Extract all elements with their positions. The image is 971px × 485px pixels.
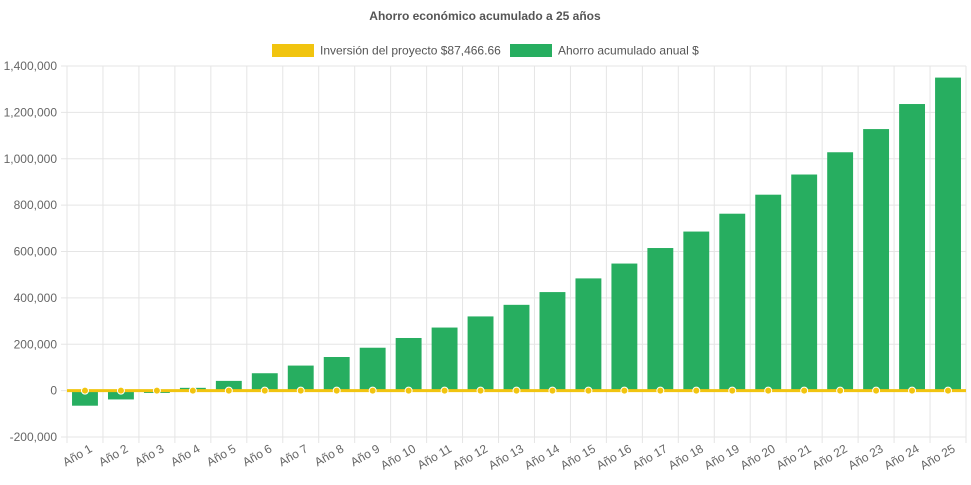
x-tick-label: Año 15 (558, 441, 598, 472)
investment-point[interactable] (152, 386, 161, 395)
investment-point[interactable] (512, 386, 521, 395)
x-tick-label: Año 22 (810, 441, 850, 472)
savings-bar[interactable] (503, 304, 530, 391)
x-gridlines (66, 66, 967, 443)
savings-bars (72, 77, 961, 406)
x-tick-label: Año 10 (378, 441, 418, 472)
chart-legend: Inversión del proyecto $87,466.66 Ahorro… (272, 44, 699, 58)
savings-bar[interactable] (539, 292, 566, 391)
x-tick-label: Año 14 (522, 441, 562, 472)
investment-point[interactable] (764, 386, 773, 395)
x-tick-label: Año 25 (918, 441, 958, 472)
y-tick-label: 200,000 (14, 337, 58, 351)
x-tick-label: Año 11 (415, 441, 454, 472)
y-tick-label: 1,400,000 (4, 59, 58, 73)
x-tick-label: Año 23 (846, 441, 886, 472)
x-tick-label: Año 20 (738, 441, 778, 472)
investment-point[interactable] (584, 386, 593, 395)
savings-bar[interactable] (72, 390, 98, 406)
investment-point[interactable] (332, 386, 341, 395)
y-tick-label: 800,000 (14, 198, 58, 212)
y-tick-label: 400,000 (14, 291, 58, 305)
investment-point[interactable] (224, 386, 233, 395)
x-tick-label: Año 7 (276, 441, 310, 469)
savings-bar[interactable] (287, 365, 314, 391)
investment-point[interactable] (368, 386, 377, 395)
investment-point[interactable] (800, 386, 809, 395)
savings-bar[interactable] (359, 347, 386, 391)
investment-point[interactable] (296, 386, 305, 395)
x-tick-label: Año 4 (168, 441, 202, 469)
chart-title: Ahorro económico acumulado a 25 años (369, 9, 601, 23)
savings-bar[interactable] (863, 129, 890, 391)
investment-point[interactable] (836, 386, 845, 395)
savings-bar[interactable] (251, 373, 278, 391)
x-tick-label: Año 8 (312, 441, 346, 469)
investment-point[interactable] (872, 386, 881, 395)
x-tick-label: Año 9 (348, 441, 382, 469)
savings-bar[interactable] (611, 263, 638, 391)
x-tick-label: Año 6 (240, 441, 274, 469)
savings-bar[interactable] (899, 104, 926, 391)
savings-bar[interactable] (467, 316, 494, 391)
savings-bar[interactable] (755, 194, 782, 391)
y-tick-label: 0 (50, 384, 57, 398)
investment-point[interactable] (908, 386, 917, 395)
savings-bar[interactable] (323, 357, 350, 391)
investment-point[interactable] (620, 386, 629, 395)
legend-item-investment[interactable]: Inversión del proyecto $87,466.66 (272, 44, 501, 58)
investment-point[interactable] (116, 386, 125, 395)
x-tick-label: Año 12 (450, 441, 490, 472)
y-tick-label: 1,000,000 (4, 152, 58, 166)
x-tick-label: Año 2 (96, 441, 130, 469)
savings-bar[interactable] (827, 152, 854, 391)
investment-point[interactable] (548, 386, 557, 395)
investment-point[interactable] (260, 386, 269, 395)
investment-point[interactable] (656, 386, 665, 395)
x-tick-label: Año 21 (774, 441, 814, 472)
savings-bar[interactable] (935, 77, 961, 391)
y-tick-label: -200,000 (10, 430, 58, 444)
x-tick-label: Año 5 (204, 441, 238, 469)
savings-bar[interactable] (647, 248, 674, 391)
savings-bar[interactable] (791, 174, 818, 391)
plot-area: -200,000 0 200,000 400,000 600,000 800,000 1,0… (4, 59, 967, 473)
investment-point[interactable] (476, 386, 485, 395)
x-tick-label: Año 18 (666, 441, 706, 472)
investment-point[interactable] (728, 386, 737, 395)
x-tick-label: Año 17 (630, 441, 670, 472)
investment-point[interactable] (692, 386, 701, 395)
legend-swatch-investment (272, 44, 314, 57)
savings-bar[interactable] (431, 327, 458, 391)
x-tick-label: Año 1 (60, 441, 94, 469)
investment-point[interactable] (80, 386, 89, 395)
savings-bar[interactable] (575, 278, 602, 391)
savings-bar[interactable] (683, 231, 710, 391)
y-tick-label: 1,200,000 (4, 105, 58, 119)
x-tick-label: Año 19 (702, 441, 742, 472)
savings-bar[interactable] (719, 213, 746, 391)
investment-point[interactable] (188, 386, 197, 395)
x-tick-label: Año 24 (882, 441, 922, 472)
x-tick-label: Año 16 (594, 441, 634, 472)
legend-label-savings: Ahorro acumulado anual $ (558, 44, 699, 58)
investment-point[interactable] (440, 386, 449, 395)
legend-swatch-savings (510, 44, 552, 57)
savings-bar[interactable] (395, 337, 422, 391)
legend-label-investment: Inversión del proyecto $87,466.66 (320, 44, 501, 58)
investment-line (67, 386, 966, 395)
x-tick-label: Año 3 (132, 441, 166, 469)
savings-bar[interactable] (107, 390, 134, 400)
legend-item-savings[interactable]: Ahorro acumulado anual $ (510, 44, 699, 58)
investment-point[interactable] (944, 386, 953, 395)
x-tick-label: Año 13 (486, 441, 526, 472)
y-tick-label: 600,000 (14, 245, 58, 259)
y-axis-tick-labels: -200,000 0 200,000 400,000 600,000 800,000 1,0… (4, 59, 58, 444)
x-axis-tick-labels: Año 1 Año 2 Año 3 Año 4 Año 5 Año 6 Año 7 Año 8… (60, 441, 957, 472)
investment-point[interactable] (404, 386, 413, 395)
savings-bar[interactable] (215, 380, 242, 391)
